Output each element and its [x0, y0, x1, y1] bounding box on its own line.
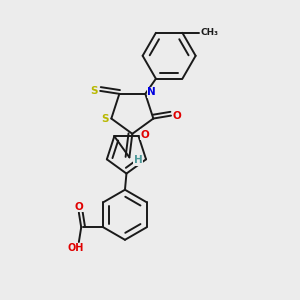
Text: CH₃: CH₃ [201, 28, 219, 37]
Text: S: S [90, 86, 98, 96]
Text: O: O [74, 202, 83, 212]
Text: O: O [172, 111, 181, 121]
Text: OH: OH [68, 244, 84, 254]
Text: S: S [101, 113, 109, 124]
Text: N: N [147, 87, 156, 98]
Text: O: O [140, 130, 149, 140]
Text: H: H [134, 155, 142, 165]
